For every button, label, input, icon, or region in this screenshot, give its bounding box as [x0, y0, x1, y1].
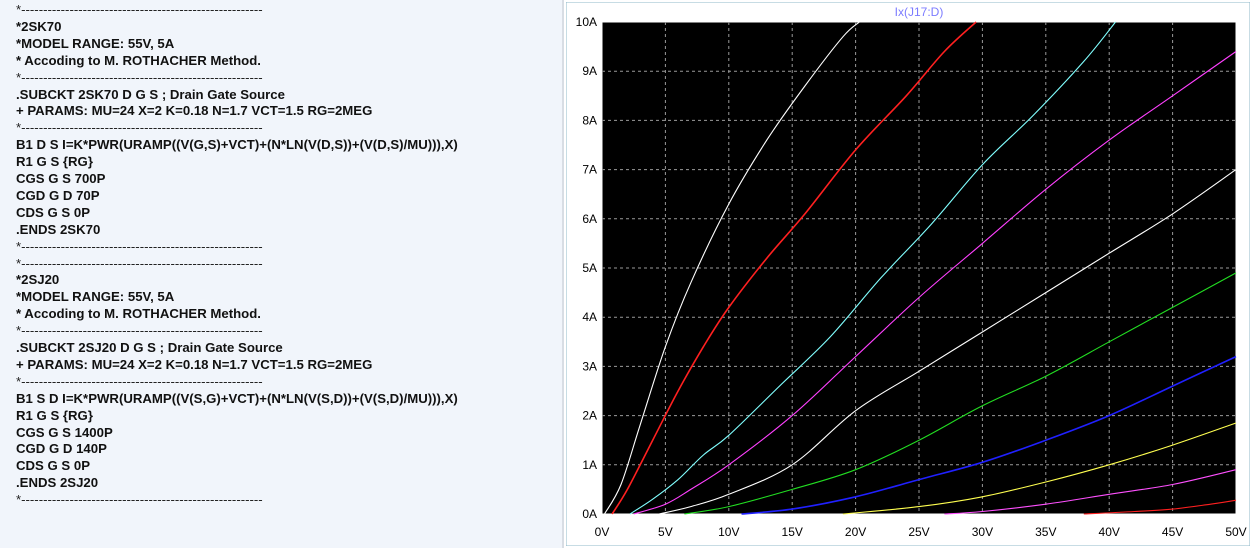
separator-line: *---------------------------------------…: [16, 255, 263, 271]
y-tick-label: 2A: [582, 409, 597, 423]
separator-line: *---------------------------------------…: [16, 2, 263, 17]
y-axis-ticks: 0A 1A 2A 3A 4A 5A 6A 7A 8A 9A 10A: [576, 15, 597, 521]
trace-curve[interactable]: [842, 422, 1237, 515]
trace-curve[interactable]: [684, 272, 1237, 515]
netlist-panel: *---------------------------------------…: [0, 0, 562, 548]
grid-lines: [602, 22, 1236, 514]
separator-line: *---------------------------------------…: [16, 238, 263, 254]
y-tick-label: 0A: [582, 507, 597, 521]
netlist-line: *2SJ20: [16, 272, 60, 288]
x-tick-label: 10V: [718, 525, 739, 539]
panel-divider[interactable]: [562, 0, 564, 548]
x-tick-label: 30V: [972, 525, 993, 539]
x-tick-label: 40V: [1099, 525, 1120, 539]
netlist-line: .ENDS 2SJ20: [16, 475, 99, 491]
x-tick-label: 15V: [782, 525, 803, 539]
netlist-line: *MODEL RANGE: 55V, 5A: [16, 35, 175, 51]
trace-group: [604, 21, 1237, 515]
netlist-line: B1 S D I=K*PWR(URAMP((V(S,G)+VCT)+(N*LN(…: [16, 390, 458, 406]
waveform-chart[interactable]: 0V 5V 10V 15V 20V 25V 30V 35V 40V 45V 50V 0A 1A 2A 3A…: [565, 1, 1251, 547]
x-tick-label: 0V: [595, 525, 610, 539]
y-tick-label: 7A: [582, 163, 597, 177]
trace-title[interactable]: Ix(J17:D): [895, 5, 944, 19]
netlist-line: * Accoding to M. ROTHACHER Method.: [16, 52, 261, 68]
y-tick-label: 5A: [582, 261, 597, 275]
netlist-line: CDS G S 0P: [16, 458, 91, 474]
trace-curve[interactable]: [658, 169, 1237, 515]
x-tick-label: 20V: [845, 525, 866, 539]
trace-curve[interactable]: [741, 355, 1237, 515]
y-tick-label: 8A: [582, 113, 597, 127]
netlist-line: R1 G S {RG}: [16, 154, 93, 170]
netlist-line: CGS G S 700P: [16, 171, 106, 186]
netlist-line: B1 D S I=K*PWR(URAMP((V(G,S)+VCT)+(N*LN(…: [16, 137, 458, 153]
x-tick-label: 35V: [1035, 525, 1056, 539]
netlist-line: CGD G D 140P: [16, 441, 107, 457]
netlist-line: .SUBCKT 2SK70 D G S ; Drain Gate Source: [16, 86, 285, 102]
y-tick-label: 4A: [582, 310, 597, 324]
separator-line: *---------------------------------------…: [16, 492, 263, 508]
x-axis-ticks: 0V 5V 10V 15V 20V 25V 30V 35V 40V 45V 50V: [595, 525, 1247, 539]
trace-curve[interactable]: [1083, 499, 1237, 515]
x-tick-label: 5V: [658, 525, 673, 539]
y-tick-label: 1A: [582, 458, 597, 472]
netlist-line: CDS G S 0P: [16, 204, 91, 220]
separator-line: *---------------------------------------…: [16, 120, 263, 136]
trace-curve[interactable]: [629, 21, 1116, 515]
x-tick-label: 25V: [908, 525, 929, 539]
netlist-line: *MODEL RANGE: 55V, 5A: [16, 289, 175, 305]
netlist-line: .ENDS 2SK70: [16, 221, 101, 237]
netlist-line: + PARAMS: MU=24 X=2 K=0.18 N=1.7 VCT=1.5…: [16, 103, 373, 119]
trace-curve[interactable]: [944, 469, 1237, 515]
x-tick-label: 45V: [1162, 525, 1183, 539]
netlist-line: CGS G S 1400P: [16, 424, 113, 440]
netlist-line: R1 G S {RG}: [16, 407, 93, 423]
netlist-line: CGD G D 70P: [16, 187, 100, 203]
y-tick-label: 6A: [582, 212, 597, 226]
trace-curve[interactable]: [611, 21, 977, 515]
waveform-plot[interactable]: 0V 5V 10V 15V 20V 25V 30V 35V 40V 45V 50V 0A 1A 2A 3A…: [565, 1, 1251, 547]
separator-line: *---------------------------------------…: [16, 323, 263, 339]
trace-curve[interactable]: [604, 21, 860, 515]
y-tick-label: 10A: [576, 15, 597, 29]
separator-line: *---------------------------------------…: [16, 69, 263, 85]
netlist-line: + PARAMS: MU=24 X=2 K=0.18 N=1.7 VCT=1.5…: [16, 356, 373, 372]
trace-curve[interactable]: [633, 51, 1237, 515]
y-tick-label: 3A: [582, 359, 597, 373]
y-tick-label: 9A: [582, 64, 597, 78]
x-tick-label: 50V: [1225, 525, 1246, 539]
netlist-line: .SUBCKT 2SJ20 D G S ; Drain Gate Source: [16, 340, 283, 355]
separator-line: *---------------------------------------…: [16, 373, 263, 389]
netlist-line: *2SK70: [16, 18, 62, 34]
netlist-line: * Accoding to M. ROTHACHER Method.: [16, 306, 261, 322]
